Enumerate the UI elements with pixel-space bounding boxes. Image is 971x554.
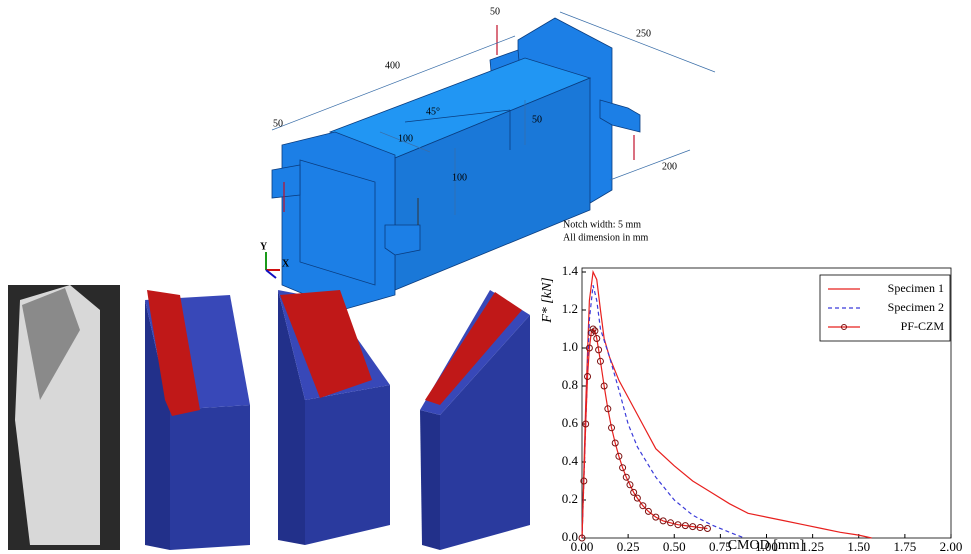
y-tick-label: 1.2 <box>562 301 578 316</box>
series-line <box>582 329 707 538</box>
dimension-label: 200 <box>662 161 677 172</box>
x-tick-label: 1.50 <box>847 539 870 554</box>
x-tick-label: 1.75 <box>894 539 917 554</box>
y-tick-label: 0.2 <box>562 491 578 506</box>
y-tick-label: 0.6 <box>562 415 579 430</box>
chart: CMOD [mm] F* [kN] 0.00.20.40.60.81.01.21… <box>540 263 962 554</box>
end-plate <box>282 132 395 310</box>
tab <box>272 165 300 198</box>
y-tick-label: 0.8 <box>562 377 578 392</box>
figure: 50 250 400 45° 50 50 100 100 200 Notch w… <box>0 0 971 554</box>
render-face <box>170 405 250 550</box>
x-tick-label: 1.25 <box>801 539 824 554</box>
dimension-label: 400 <box>385 60 400 71</box>
dimension-label: 45° <box>426 106 440 117</box>
dimension-label: 50 <box>273 118 283 129</box>
y-tick-label: 0.4 <box>562 453 579 468</box>
axis-arrow <box>266 270 276 278</box>
dimension-label: 250 <box>636 28 651 39</box>
note: All dimension in mm <box>563 232 649 243</box>
y-axis-label: F* [kN] <box>540 277 555 324</box>
specimen-diagram: 50 250 400 45° 50 50 100 100 200 Notch w… <box>272 6 715 310</box>
tab <box>385 225 420 255</box>
dimension-label: 100 <box>452 172 467 183</box>
y-tick-label: 1.4 <box>562 263 579 278</box>
axis-label: X <box>282 258 290 269</box>
x-tick-label: 0.75 <box>709 539 732 554</box>
legend-label: Specimen 2 <box>888 300 944 314</box>
y-tick-label: 1.0 <box>562 339 578 354</box>
x-tick-label: 0.25 <box>617 539 640 554</box>
x-tick-label: 2.00 <box>940 539 963 554</box>
render-face <box>305 385 390 545</box>
dimension-line <box>610 150 690 180</box>
dimension-label: 50 <box>490 6 500 17</box>
dimension-label: 50 <box>532 114 542 125</box>
x-tick-label: 0.50 <box>663 539 686 554</box>
photo <box>8 285 120 550</box>
dimension-label: 100 <box>398 133 413 144</box>
x-tick-label: 1.00 <box>755 539 778 554</box>
simulation-renders <box>145 290 530 550</box>
legend-label: PF-CZM <box>901 319 945 333</box>
legend-label: Specimen 1 <box>888 281 944 295</box>
note: Notch width: 5 mm <box>563 219 641 230</box>
axis-label: Y <box>260 241 268 252</box>
render-face <box>420 410 440 550</box>
